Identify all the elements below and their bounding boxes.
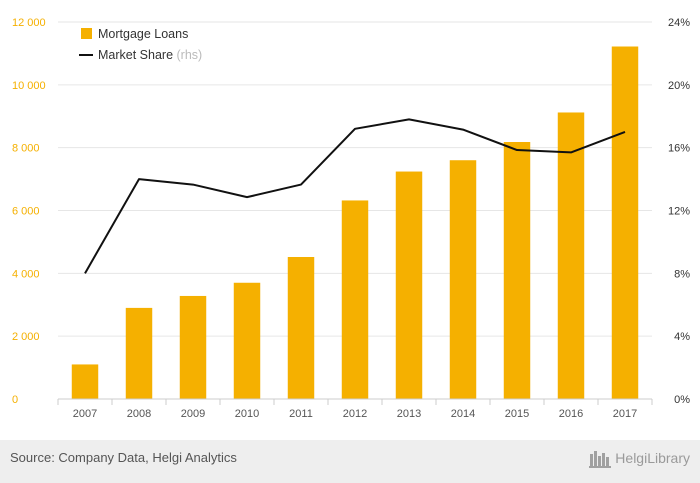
- y-right-tick-label: 8%: [674, 268, 690, 280]
- y-right-tick-label: 16%: [668, 143, 690, 155]
- bar: [503, 142, 531, 400]
- legend-label-market-share: Market Share (rhs): [98, 48, 202, 62]
- bar: [557, 112, 585, 399]
- y-left-tick-label: 10 000: [12, 80, 46, 92]
- legend-note-rhs: (rhs): [177, 48, 203, 62]
- bar: [395, 171, 423, 399]
- y-left-tick-label: 12 000: [12, 17, 46, 29]
- y-right-tick-label: 4%: [674, 331, 690, 343]
- chart-svg: 0 0% 2 000 4% 4 000 8% 6 000 12% 8 000 16% 10 000 2…: [12, 17, 690, 420]
- legend-swatch-mortgage-loans: [81, 28, 92, 39]
- source-text: Source: Company Data, Helgi Analytics: [10, 450, 237, 465]
- chart: 0 0% 2 000 4% 4 000 8% 6 000 12% 8 000 16% 10 000 2…: [12, 17, 690, 420]
- x-tick-label: 2008: [127, 408, 151, 420]
- market-share-line: [84, 118, 626, 274]
- bar: [449, 160, 477, 399]
- x-tick-label: 2012: [343, 408, 367, 420]
- x-tick-label: 2017: [613, 408, 637, 420]
- y-right-tick-label: 0%: [674, 394, 690, 406]
- y-right-tick-label: 24%: [668, 17, 690, 29]
- helgi-library-logo[interactable]: HelgiLibrary: [589, 448, 690, 468]
- x-tick-label: 2011: [289, 408, 313, 420]
- bar: [233, 282, 261, 399]
- x-tick-label: 2007: [73, 408, 97, 420]
- library-icon: [589, 451, 612, 468]
- bar: [125, 307, 153, 399]
- y-left-tick-label: 4 000: [12, 268, 40, 280]
- x-tick-label: 2014: [451, 408, 475, 420]
- legend-label-mortgage-loans: Mortgage Loans: [98, 27, 188, 41]
- x-tick-label: 2009: [181, 408, 205, 420]
- bar: [341, 200, 369, 399]
- x-tick-label: 2013: [397, 408, 421, 420]
- bar: [287, 256, 315, 399]
- x-tick-label: 2015: [505, 408, 529, 420]
- footer: Source: Company Data, Helgi Analytics He…: [0, 440, 700, 483]
- bar: [71, 364, 99, 399]
- y-right-tick-label: 20%: [668, 80, 690, 92]
- x-tick-label: 2016: [559, 408, 583, 420]
- bar: [179, 295, 207, 399]
- bar: [611, 46, 639, 399]
- y-left-tick-label: 2 000: [12, 331, 40, 343]
- logo-text: HelgiLibrary: [615, 450, 690, 466]
- y-left-tick-label: 8 000: [12, 143, 40, 155]
- x-tick-label: 2010: [235, 408, 259, 420]
- y-left-tick-label: 6 000: [12, 206, 40, 218]
- y-left-tick-label: 0: [12, 394, 18, 406]
- y-right-tick-label: 12%: [668, 206, 690, 218]
